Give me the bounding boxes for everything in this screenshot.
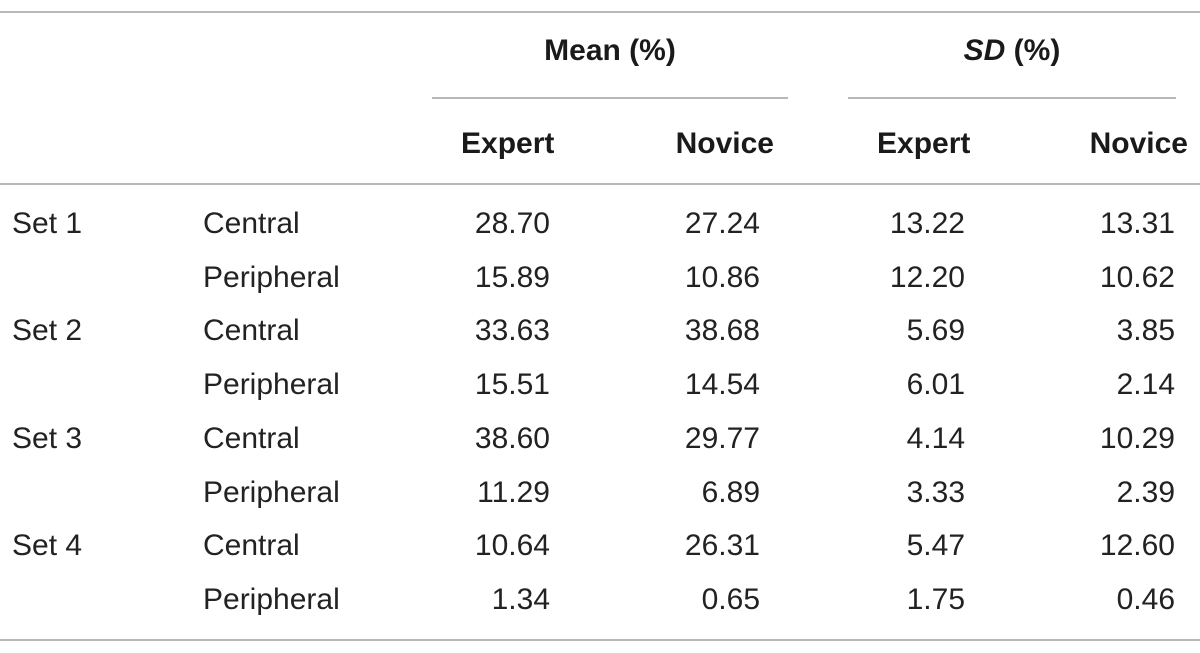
cell-mean-expert: 28.70 <box>474 207 550 240</box>
row-region-label: Peripheral <box>203 476 340 509</box>
row-region-label: Peripheral <box>203 261 340 294</box>
cell-sd-expert: 5.47 <box>906 529 965 562</box>
cell-sd-expert: 13.22 <box>889 207 965 240</box>
group-header-sd-label: (%) <box>1005 34 1061 67</box>
row-set-label: Set 2 <box>12 314 83 347</box>
cell-sd-novice: 3.85 <box>1116 314 1175 347</box>
cell-sd-expert: 6.01 <box>906 368 965 401</box>
group-header-mean: Mean (%) <box>432 34 788 68</box>
cell-mean-expert: 1.34 <box>491 583 550 616</box>
cell-sd-novice: 2.39 <box>1116 476 1175 509</box>
cell-mean-novice: 38.68 <box>684 314 760 347</box>
cell-mean-expert: 38.60 <box>474 422 550 455</box>
row-region-label: Central <box>203 314 300 347</box>
cell-mean-novice: 29.77 <box>684 422 760 455</box>
bottom-rule <box>0 639 1200 641</box>
row-region-label: Central <box>203 207 300 240</box>
row-region-label: Peripheral <box>203 583 340 616</box>
top-rule <box>0 11 1200 13</box>
group-header-mean-label: Mean (%) <box>544 34 676 67</box>
cell-sd-novice: 10.29 <box>1099 422 1175 455</box>
cell-sd-novice: 2.14 <box>1116 368 1175 401</box>
cell-sd-novice: 10.62 <box>1099 261 1175 294</box>
cell-sd-novice: 12.60 <box>1099 529 1175 562</box>
cell-mean-novice: 26.31 <box>684 529 760 562</box>
cell-mean-novice: 27.24 <box>684 207 760 240</box>
cell-mean-novice: 6.89 <box>701 476 760 509</box>
cell-mean-expert: 10.64 <box>474 529 550 562</box>
cell-mean-novice: 14.54 <box>684 368 760 401</box>
row-region-label: Central <box>203 422 300 455</box>
subheader-mean-expert: Expert <box>461 127 555 160</box>
row-set-label: Set 3 <box>12 422 83 455</box>
cell-sd-expert: 4.14 <box>906 422 965 455</box>
cell-mean-expert: 11.29 <box>477 476 550 509</box>
mean-group-underline <box>432 97 788 99</box>
cell-sd-novice: 0.46 <box>1116 583 1175 616</box>
cell-sd-expert: 1.75 <box>906 583 965 616</box>
cell-mean-novice: 10.86 <box>684 261 760 294</box>
row-set-label: Set 4 <box>12 529 83 562</box>
cell-mean-expert: 15.51 <box>474 368 550 401</box>
cell-sd-expert: 12.20 <box>889 261 965 294</box>
header-bottom-rule <box>0 183 1200 185</box>
subheader-mean-novice: Novice <box>675 127 774 160</box>
group-header-sd: SD (%) <box>848 34 1176 68</box>
cell-mean-expert: 15.89 <box>474 261 550 294</box>
sd-group-underline <box>848 97 1176 99</box>
group-header-sd-italic: SD <box>963 34 1006 67</box>
row-region-label: Peripheral <box>203 368 340 401</box>
cell-sd-novice: 13.31 <box>1099 207 1175 240</box>
cell-mean-novice: 0.65 <box>701 583 760 616</box>
cell-sd-expert: 5.69 <box>906 314 965 347</box>
row-set-label: Set 1 <box>12 207 83 240</box>
subheader-sd-novice: Novice <box>1089 127 1188 160</box>
cell-sd-expert: 3.33 <box>906 476 965 509</box>
subheader-sd-expert: Expert <box>877 127 971 160</box>
cell-mean-expert: 33.63 <box>474 314 550 347</box>
row-region-label: Central <box>203 529 300 562</box>
